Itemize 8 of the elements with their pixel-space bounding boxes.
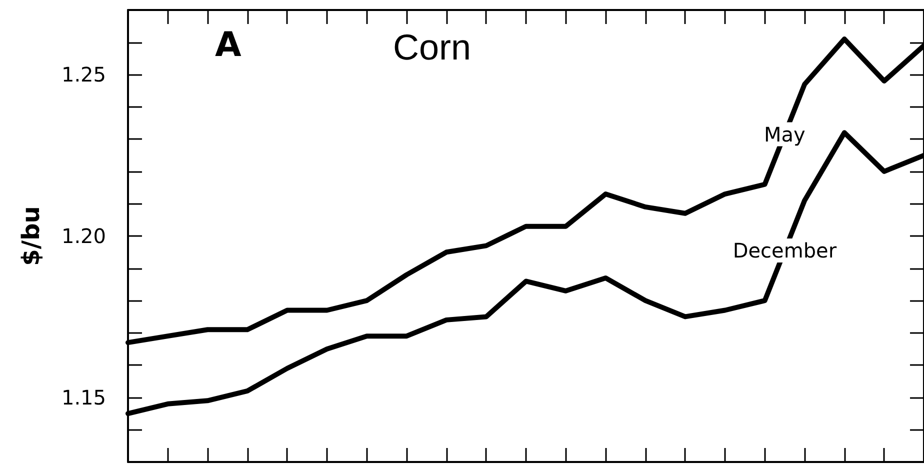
series-label: May [764,122,806,146]
y-axis-title: $/bu [17,206,45,266]
y-tick-label: 1.15 [61,385,106,410]
y-tick-label: 1.20 [61,224,106,248]
y-tick-label: 1.25 [61,62,106,87]
text: Corn [393,26,472,68]
series-label: December [732,238,838,263]
annotation: A [215,25,242,65]
